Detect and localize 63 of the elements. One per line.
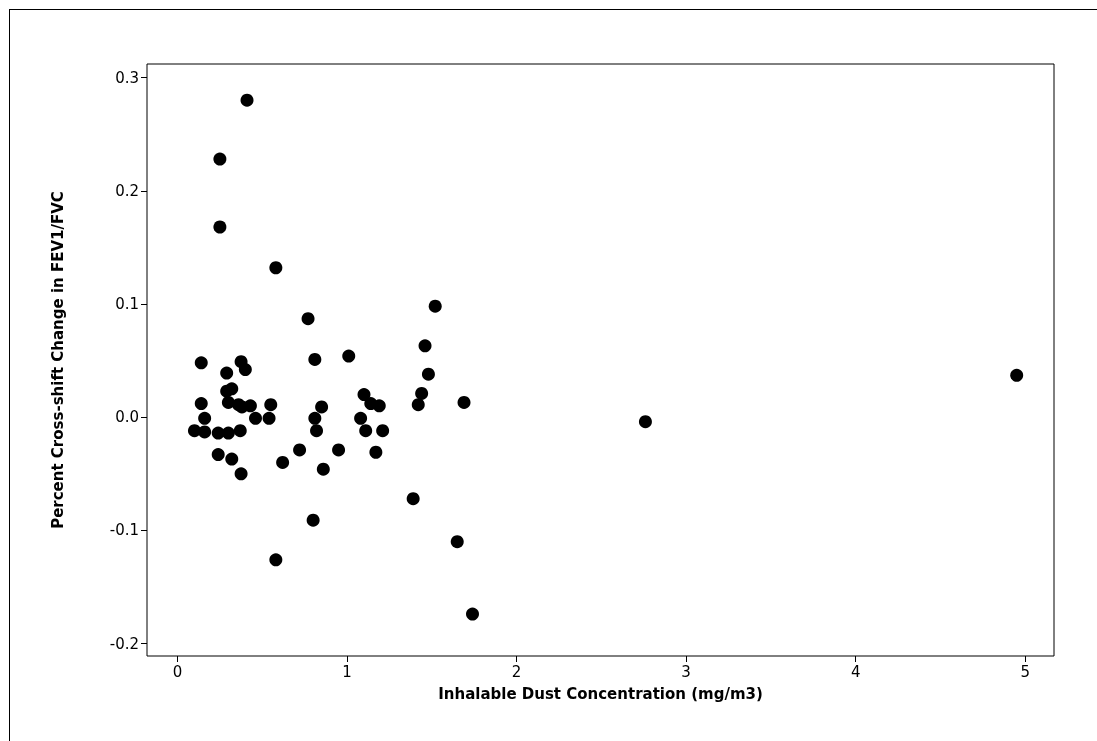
point: [450, 535, 464, 549]
point: [428, 299, 442, 313]
point: [194, 397, 208, 411]
point: [240, 93, 254, 107]
point: [198, 411, 212, 425]
point: [213, 152, 227, 166]
point: [308, 411, 322, 425]
point: [221, 426, 235, 440]
y-tick-label: -0.1: [109, 521, 139, 540]
point: [369, 445, 383, 459]
point: [406, 492, 420, 506]
point: [269, 553, 283, 567]
point: [306, 513, 320, 527]
x-axis-title: Inhalable Dust Concentration (mg/m3): [438, 684, 763, 703]
point: [238, 363, 252, 377]
point: [332, 443, 346, 457]
point: [243, 399, 257, 413]
point: [372, 399, 386, 413]
x-tick-label: 0: [172, 662, 183, 681]
point: [315, 400, 329, 414]
point: [269, 261, 283, 275]
point: [1010, 368, 1024, 382]
point: [357, 388, 371, 402]
point: [376, 424, 390, 438]
point: [225, 382, 239, 396]
point: [249, 411, 262, 425]
point: [198, 425, 212, 439]
point: [233, 424, 247, 438]
point: [293, 443, 307, 457]
point: [194, 356, 208, 370]
point: [262, 411, 276, 425]
point: [638, 415, 652, 429]
y-tick-label: 0.3: [115, 68, 139, 87]
y-axis-title: Percent Cross-shift Change in FEV1/FVC: [48, 191, 67, 529]
point: [310, 424, 324, 438]
point: [359, 424, 373, 438]
point: [316, 462, 330, 476]
point: [220, 366, 234, 380]
x-tick-label: 5: [1020, 662, 1030, 681]
point: [418, 339, 432, 353]
y-tick-label: -0.2: [109, 634, 139, 653]
point: [213, 220, 227, 234]
y-tick-label: 0.0: [115, 408, 139, 427]
y-tick-label: 0.1: [115, 294, 139, 313]
point: [411, 398, 425, 412]
x-tick-label: 2: [511, 662, 522, 681]
point: [301, 312, 315, 326]
y-tick-label: 0.2: [115, 181, 139, 200]
point: [342, 349, 356, 363]
x-tick-label: 1: [342, 662, 352, 681]
point: [415, 386, 429, 400]
x-tick-label: 4: [850, 662, 861, 681]
point: [466, 607, 479, 621]
point: [211, 448, 225, 462]
point: [457, 395, 471, 409]
point: [354, 411, 368, 425]
x-tick-label: 3: [681, 662, 691, 681]
point: [421, 367, 435, 381]
point: [225, 452, 239, 466]
point: [308, 352, 322, 366]
point: [234, 467, 248, 481]
point: [276, 455, 290, 469]
point: [264, 398, 278, 412]
